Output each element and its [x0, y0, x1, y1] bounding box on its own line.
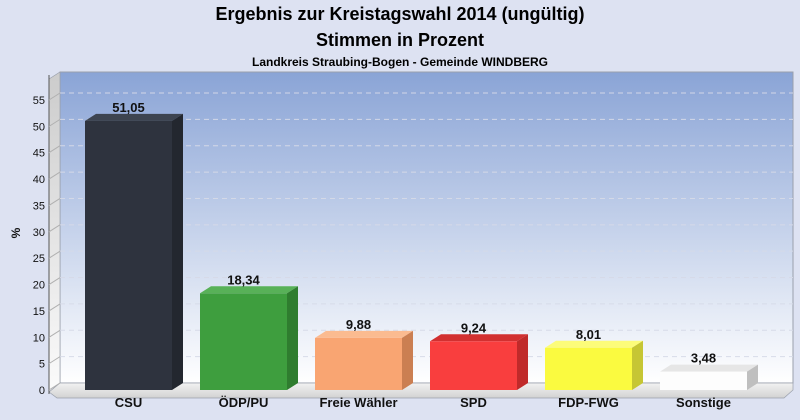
bar-side-freie-waehler: [402, 330, 413, 390]
y-tick-label: 30: [33, 227, 45, 239]
bar-csu: [85, 120, 172, 390]
bar-fdp-fwg: [545, 347, 632, 390]
y-axis-title: %: [9, 227, 23, 238]
y-tick-label: 45: [33, 148, 45, 160]
bar-side-fdp-fwg: [632, 340, 643, 390]
category-label: FDP-FWG: [558, 395, 619, 410]
bar-top-freie-waehler: [315, 330, 413, 338]
bar-side-spd: [517, 334, 528, 390]
y-tick-label: 50: [33, 121, 45, 133]
bar-sonstige: [660, 371, 747, 390]
chart-title: Ergebnis zur Kreistagswahl 2014 (ungülti…: [215, 4, 585, 24]
category-label: Sonstige: [676, 395, 731, 410]
bar-oedp-pu: [200, 293, 287, 390]
bar-value-label: 9,88: [346, 317, 371, 332]
y-tick-mark: [48, 250, 61, 259]
bar-value-label: 8,01: [576, 327, 601, 342]
y-tick-mark: [48, 145, 61, 154]
bar-spd: [430, 341, 517, 390]
bar-freie-waehler: [315, 337, 402, 390]
y-tick-label: 35: [33, 200, 45, 212]
y-tick-label: 20: [33, 280, 45, 292]
category-label: ÖDP/PU: [219, 395, 269, 410]
y-tick-mark: [48, 118, 61, 127]
y-tick-label: 55: [33, 95, 45, 107]
bar-top-csu: [85, 113, 183, 121]
bar-value-label: 9,24: [461, 320, 487, 335]
chart-subtitle: Stimmen in Prozent: [315, 30, 485, 50]
y-tick-label: 25: [33, 253, 45, 265]
bar-value-label: 18,34: [227, 272, 260, 287]
y-tick-label: 10: [33, 332, 45, 344]
y-tick-mark: [48, 277, 61, 285]
y-tick-label: 5: [39, 359, 45, 371]
y-tick-mark: [48, 224, 61, 233]
bar-side-oedp-pu: [287, 286, 298, 390]
bar-side-sonstige: [747, 364, 758, 390]
bar-top-fdp-fwg: [545, 340, 643, 348]
category-label: CSU: [115, 395, 142, 410]
bar-top-sonstige: [660, 364, 758, 372]
bar-value-label: 3,48: [691, 351, 716, 366]
bar-value-label: 51,05: [112, 100, 145, 115]
y-tick-mark: [48, 382, 61, 391]
chart-annotation: Landkreis Straubing-Bogen - Gemeinde WIN…: [251, 55, 549, 69]
y-tick-mark: [48, 171, 61, 180]
y-tick-label: 0: [39, 385, 45, 397]
category-label: SPD: [460, 395, 487, 410]
y-tick-mark: [48, 356, 61, 365]
y-tick-label: 40: [33, 174, 45, 186]
y-tick-mark: [48, 329, 61, 338]
bar-top-oedp-pu: [200, 286, 298, 294]
y-tick-mark: [48, 198, 61, 206]
bar-side-csu: [172, 113, 183, 390]
y-tick-label: 15: [33, 306, 45, 318]
category-label: Freie Wähler: [319, 395, 397, 410]
y-tick-mark: [48, 92, 61, 101]
y-tick-mark: [48, 303, 61, 312]
bar-top-spd: [430, 334, 528, 342]
